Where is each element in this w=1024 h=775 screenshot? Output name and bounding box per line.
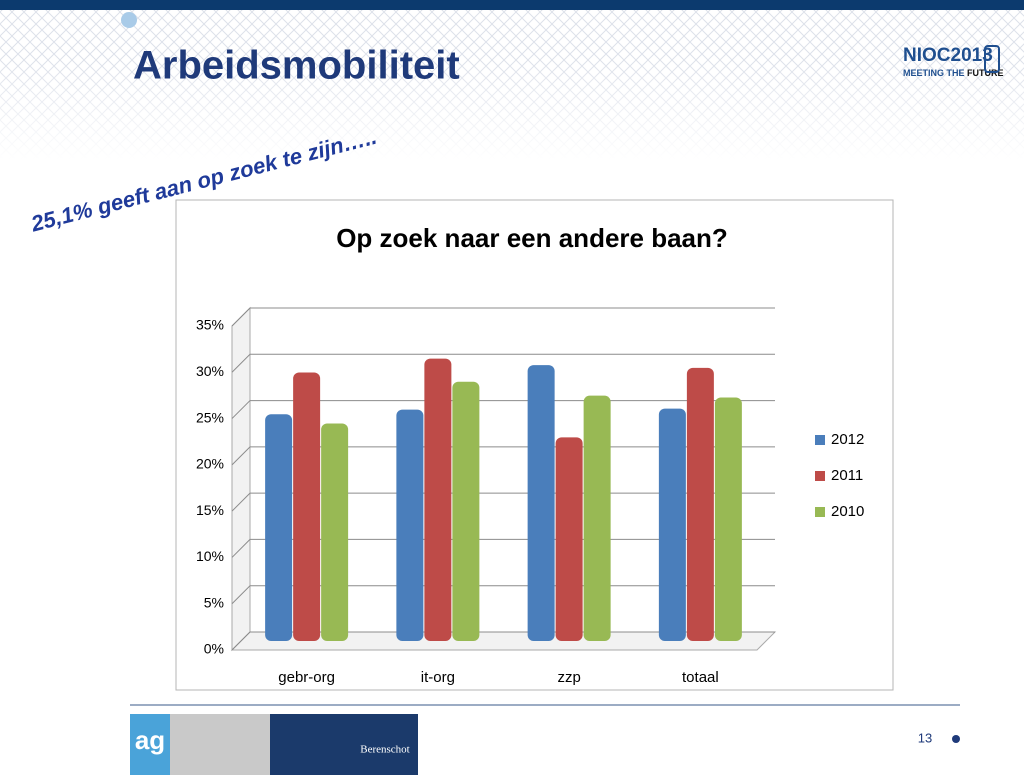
legend-label: 2010 (831, 503, 864, 520)
x-tick-label: zzp (557, 669, 580, 686)
slide-title: Arbeidsmobiliteit (133, 44, 460, 88)
grid-line (231, 353, 775, 373)
y-tick-label: 15% (196, 502, 224, 518)
x-tick-label: gebr-org (278, 669, 335, 686)
legend-label: 2011 (831, 467, 863, 484)
logo-main: NIOC2013 (903, 45, 993, 66)
y-tick-label: 20% (196, 456, 224, 472)
page-dot (952, 735, 960, 743)
bar (583, 395, 611, 641)
y-tick-label: 35% (196, 317, 224, 333)
bar (686, 367, 714, 641)
legend-swatch (815, 435, 825, 445)
bar (265, 414, 293, 641)
bar (527, 365, 555, 641)
footer-logo-box (130, 714, 170, 775)
logo-sub-1: MEETING THE (903, 68, 965, 78)
y-tick-label: 25% (196, 409, 224, 425)
grid-line (231, 307, 775, 327)
footer-band (270, 714, 418, 775)
header-fade (0, 60, 1024, 160)
y-tick-label: 0% (204, 641, 224, 657)
top-bar (0, 0, 1024, 10)
y-tick-label: 30% (196, 363, 224, 379)
bar (396, 409, 424, 641)
footer-logo: ag (135, 725, 165, 755)
footer-photo (170, 714, 270, 775)
x-tick-label: totaal (682, 669, 719, 686)
page-number: 13 (918, 730, 932, 745)
legend-swatch (815, 507, 825, 517)
logo-sub: MEETING THE FUTURE (903, 68, 1004, 78)
y-tick-label: 10% (196, 548, 224, 564)
bar (714, 397, 742, 641)
bar (293, 372, 321, 641)
footer-brand: Berenschot (360, 744, 409, 756)
bar (424, 358, 452, 641)
bar (321, 423, 349, 641)
chart-title: Op zoek naar een andere baan? (336, 223, 728, 253)
bullet-dot (121, 12, 137, 28)
legend-swatch (815, 471, 825, 481)
logo-sub-2: FUTURE (967, 68, 1004, 78)
back-wall (231, 306, 251, 652)
y-tick-label: 5% (204, 594, 224, 610)
legend-label: 2012 (831, 431, 864, 448)
x-tick-label: it-org (421, 669, 455, 686)
bar (658, 408, 686, 641)
logo-icon (984, 45, 1000, 73)
bar (452, 381, 480, 641)
bar (555, 437, 583, 641)
